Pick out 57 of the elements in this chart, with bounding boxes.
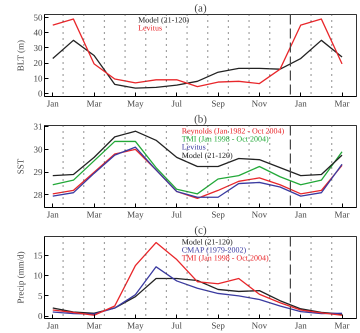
x-tick-label: Jul [171, 320, 182, 330]
x-tick-label: Sep [211, 320, 226, 330]
y-tick-label: 5 [38, 290, 43, 301]
text: Levitus [182, 142, 206, 152]
text: Reynolds (Jan 1982 - Oct 2004) [182, 126, 285, 136]
y-axis-title: SST [16, 158, 26, 174]
x-tick-label: Jan [294, 210, 308, 220]
x-tick-label: Mar [86, 320, 102, 330]
x-tick-label: Jul [171, 210, 182, 220]
series-label: TMI (Jan 1998 - Oct.2004) [182, 254, 269, 263]
x-tick-label: Jan [46, 98, 60, 108]
x-tick-label: Mar [86, 98, 102, 108]
x-tick-label: May [127, 210, 144, 220]
text: CMAP (1979-2002) [182, 246, 246, 255]
y-tick-label: 10 [34, 73, 43, 84]
x-tick-label: Mar [86, 210, 102, 220]
y-axis-title: BLT (m) [16, 40, 26, 72]
y-tick-label: 29 [34, 167, 43, 178]
x-tick-label: Jan [46, 210, 60, 220]
line-series [52, 278, 343, 315]
text: Model (21-120) [138, 15, 190, 24]
text: Model (21-120) [182, 237, 233, 246]
y-tick-label: 10 [34, 270, 43, 281]
y-tick-label: 30 [34, 144, 43, 154]
y-tick-label: 0 [38, 311, 43, 322]
y-axis-title: Precip (mm/d) [16, 251, 26, 304]
x-tick-label: Jan [46, 320, 60, 330]
y-tick-label: 40 [34, 28, 43, 38]
x-tick-label: Nov [252, 210, 268, 220]
x-tick-label: Mar [334, 210, 350, 220]
x-tick-label: May [127, 98, 144, 108]
x-tick-label: Sep [211, 210, 226, 220]
chart-title: (b) [194, 114, 208, 126]
x-tick-label: Jul [171, 98, 182, 108]
line-series [52, 266, 343, 315]
y-tick-label: 15 [34, 250, 43, 260]
series-label: Model (21-120) [182, 150, 233, 160]
y-tick-label: 28 [34, 190, 43, 200]
x-tick-label: Jan [294, 98, 308, 108]
x-tick-label: Nov [252, 98, 268, 108]
chart-title: (c) [194, 224, 207, 236]
y-tick-label: 20 [34, 58, 43, 68]
y-tick-label: 50 [34, 12, 43, 23]
x-tick-label: Mar [334, 98, 350, 108]
text: TMI (Jan 1998 - Oct 2004) [182, 134, 269, 144]
text: Levitus [138, 24, 162, 33]
y-tick-label: 0 [38, 88, 43, 98]
x-tick-label: Nov [252, 320, 268, 330]
y-tick-label: 30 [34, 42, 43, 53]
line-series [52, 18, 343, 88]
x-tick-label: May [127, 320, 144, 330]
y-tick-label: 31 [34, 122, 42, 132]
x-tick-label: Jan [294, 320, 308, 330]
chart-title: (a) [194, 2, 207, 14]
line-series [52, 40, 343, 89]
x-tick-label: Mar [334, 320, 350, 330]
x-tick-label: Sep [211, 98, 226, 108]
